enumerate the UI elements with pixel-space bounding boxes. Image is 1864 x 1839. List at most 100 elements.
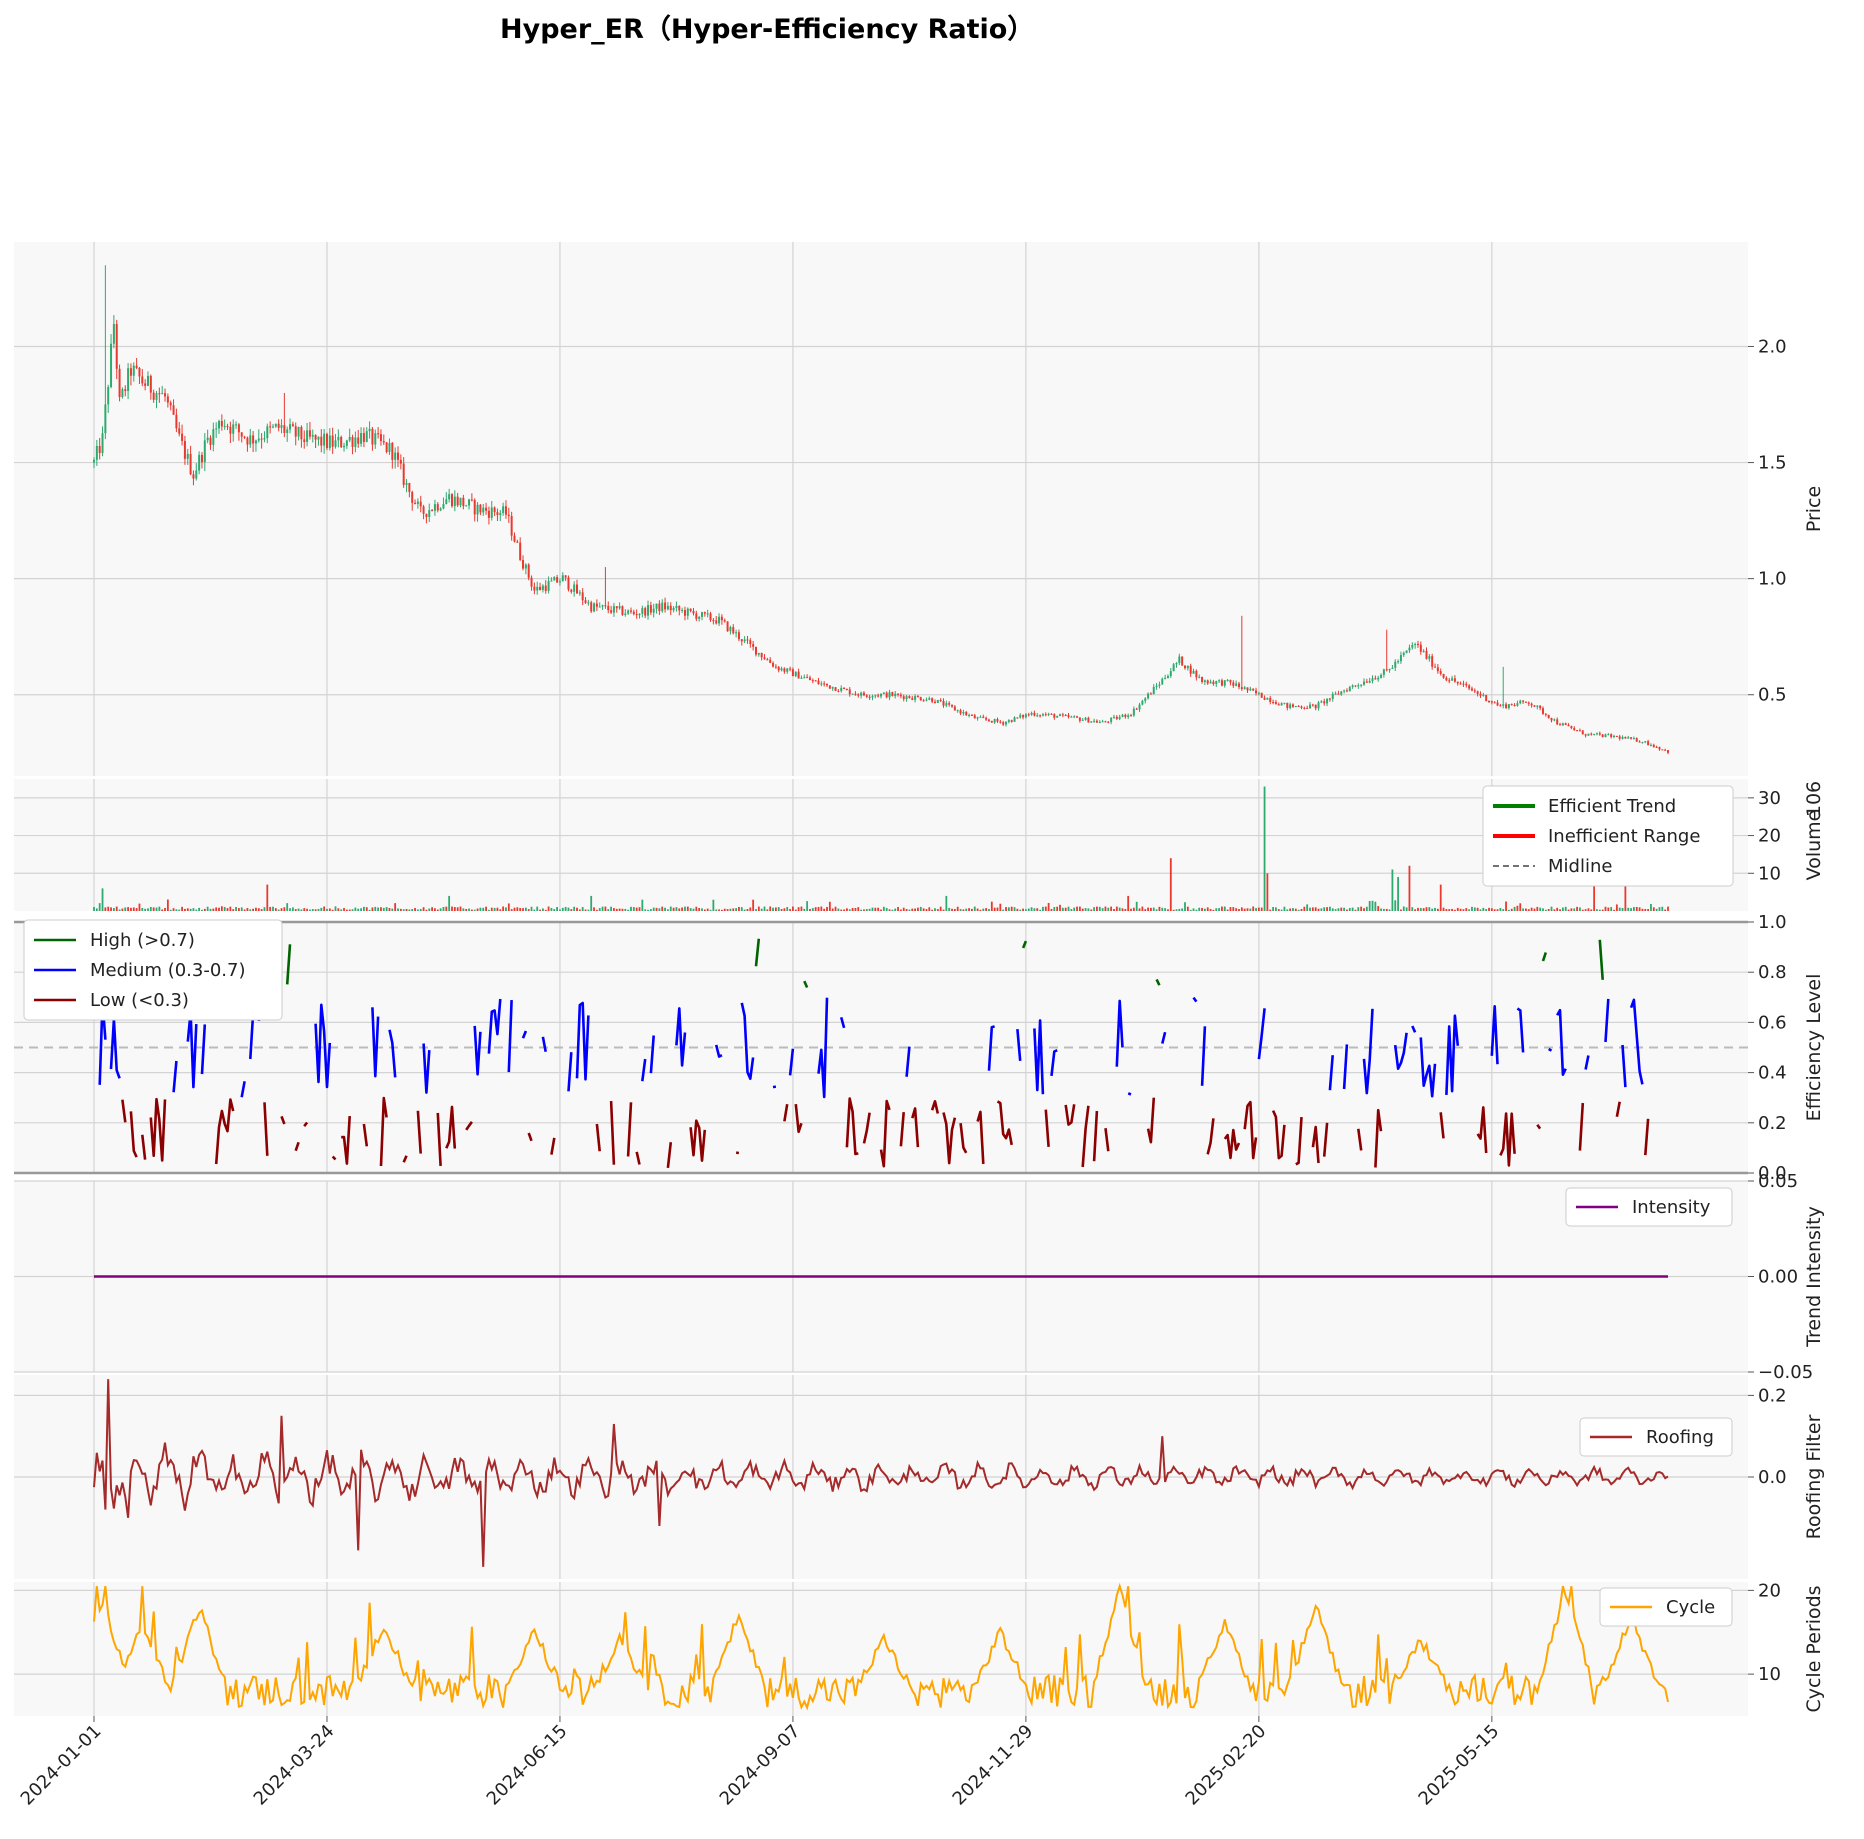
- volume-bar: [965, 908, 968, 911]
- candle-body: [348, 437, 351, 441]
- candle-body: [414, 502, 417, 504]
- volume-bar: [1002, 909, 1005, 911]
- candle-body: [1360, 684, 1363, 686]
- candle-body: [1087, 717, 1090, 723]
- candle-body: [1576, 730, 1579, 732]
- volume-bar: [584, 909, 587, 911]
- volume-bar: [806, 901, 809, 911]
- candle-body: [394, 452, 397, 460]
- volume-bar: [1462, 909, 1465, 911]
- candle-body: [1280, 703, 1283, 706]
- volume-bar: [1584, 909, 1587, 911]
- candle-body: [450, 494, 453, 507]
- candle-body: [1243, 687, 1246, 689]
- volume-bar: [1635, 906, 1638, 911]
- volume-bar: [434, 908, 436, 911]
- volume-bar: [740, 907, 743, 911]
- volume-bar: [1147, 907, 1149, 911]
- volume-bar: [894, 908, 897, 911]
- volume-bar: [110, 907, 112, 911]
- candle-body: [328, 435, 331, 449]
- volume-bar: [1522, 908, 1525, 911]
- legend-box: [1579, 1417, 1733, 1457]
- volume-bar: [266, 884, 269, 911]
- volume-bar: [1479, 909, 1482, 911]
- candle-body: [121, 389, 124, 397]
- volume-bar: [1428, 907, 1431, 911]
- candle-body: [1638, 741, 1641, 743]
- candle-body: [1249, 688, 1252, 691]
- volume-bar: [303, 908, 306, 911]
- candle-body: [110, 343, 113, 388]
- candle-body: [723, 620, 726, 622]
- volume-bar: [561, 907, 564, 911]
- candle-body: [803, 677, 806, 679]
- volume-bar: [1169, 858, 1172, 911]
- volume-bar: [1209, 908, 1212, 911]
- candle-body: [399, 459, 402, 464]
- candle-body: [1593, 733, 1596, 735]
- candle-body: [737, 632, 740, 640]
- volume-bar: [357, 908, 360, 911]
- candle-body: [1030, 712, 1033, 715]
- volume-bar: [363, 906, 365, 911]
- volume-bar: [1101, 908, 1104, 911]
- price-ylabel: Price: [1803, 486, 1825, 532]
- candle-body: [638, 613, 641, 616]
- volume-bar: [746, 909, 749, 911]
- volume-bar: [246, 908, 249, 911]
- candle-body: [1405, 650, 1408, 653]
- candle-body: [504, 506, 507, 515]
- volume-bar: [260, 909, 263, 911]
- candle-body: [354, 437, 357, 447]
- candle-body: [1371, 678, 1374, 681]
- candle-body: [777, 666, 780, 671]
- volume-bar: [1121, 908, 1124, 911]
- candle-body: [1559, 724, 1562, 726]
- candle-body: [715, 620, 718, 624]
- volume-bar: [931, 909, 934, 911]
- candle-body: [996, 719, 999, 722]
- volume-bar: [1493, 909, 1496, 911]
- volume-bar: [1118, 907, 1121, 911]
- candle-body: [1377, 677, 1380, 680]
- candle-body: [507, 514, 510, 516]
- volume-bar: [1175, 909, 1178, 911]
- candle-body: [1621, 737, 1624, 739]
- volume-bar: [297, 908, 300, 911]
- candle-body: [905, 696, 908, 700]
- candle-body: [178, 428, 181, 434]
- candle-body: [550, 580, 553, 582]
- candle-body: [575, 584, 578, 594]
- volume-bar: [627, 909, 630, 911]
- candle-body: [172, 405, 175, 415]
- volume-bar: [837, 908, 840, 911]
- volume-bar: [996, 907, 999, 911]
- volume-bar: [141, 907, 144, 911]
- candle-body: [1152, 686, 1155, 695]
- volume-bar: [513, 907, 516, 911]
- volume-bar: [1525, 908, 1527, 911]
- volume-bar: [354, 907, 357, 911]
- candle-body: [851, 693, 854, 695]
- volume-bar: [371, 907, 374, 911]
- volume-bar: [618, 908, 621, 911]
- candle-body: [783, 668, 786, 672]
- volume-bar: [686, 906, 689, 911]
- legend-label: High (>0.7): [90, 930, 195, 951]
- x-tick-label: 2024-09-07: [716, 1721, 805, 1810]
- candle-body: [1550, 718, 1553, 721]
- candle-body: [200, 454, 203, 463]
- volume-bar: [169, 909, 172, 911]
- volume-bar: [1013, 907, 1016, 911]
- volume-bar: [1027, 908, 1030, 911]
- candle-body: [93, 459, 95, 463]
- volume-bar: [101, 888, 104, 911]
- candle-body: [1422, 650, 1425, 652]
- volume-bar: [564, 906, 567, 911]
- volume-bar: [95, 908, 98, 911]
- candle-body: [627, 610, 630, 614]
- volume-bar: [184, 908, 186, 911]
- candle-body: [1036, 715, 1039, 717]
